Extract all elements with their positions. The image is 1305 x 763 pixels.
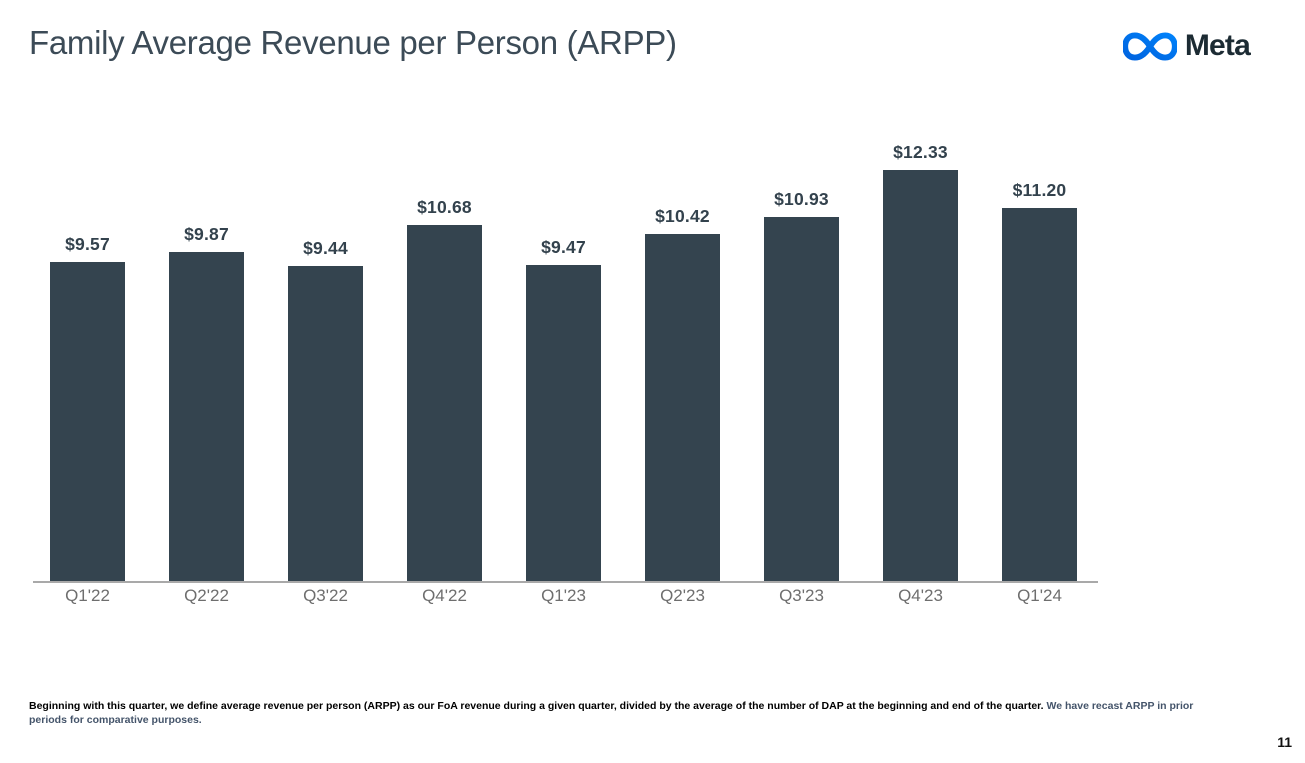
bar-group: $9.57 bbox=[50, 234, 125, 581]
x-axis-label: Q1'24 bbox=[1017, 586, 1062, 605]
bar-value-label: $9.57 bbox=[65, 234, 110, 254]
x-axis-label: Q2'23 bbox=[660, 586, 705, 605]
bar-group: $9.44 bbox=[288, 238, 363, 581]
x-axis-line bbox=[33, 581, 1098, 583]
bar-chart-bars: $9.57 $9.87 $9.44 $10.68 $9.47 $10.42 $10.93 $1… bbox=[50, 130, 1077, 581]
bar-value-label: $9.87 bbox=[184, 224, 229, 244]
meta-infinity-icon bbox=[1122, 31, 1177, 61]
x-axis-label: Q4'22 bbox=[422, 586, 467, 605]
meta-logo: Meta bbox=[1122, 29, 1251, 63]
bar-group: $12.33 bbox=[883, 142, 958, 581]
bar-group: $11.20 bbox=[1002, 180, 1077, 581]
page-title: Family Average Revenue per Person (ARPP) bbox=[29, 24, 677, 61]
bar-group: $9.47 bbox=[526, 237, 601, 581]
bar-group: $10.68 bbox=[407, 197, 482, 581]
x-axis-label: Q2'22 bbox=[184, 586, 229, 605]
bar bbox=[526, 265, 601, 581]
meta-wordmark: Meta bbox=[1184, 29, 1251, 62]
bar-value-label: $10.93 bbox=[774, 189, 829, 209]
bar bbox=[288, 266, 363, 581]
bar bbox=[1002, 208, 1077, 581]
bar-value-label: $10.68 bbox=[417, 197, 472, 217]
bar bbox=[883, 170, 958, 581]
x-axis-label: Q1'23 bbox=[541, 586, 586, 605]
x-axis-labels: Q1'22 Q2'22 Q3'22 Q4'22 Q1'23 Q2'23 Q3'23 Q4'23… bbox=[50, 586, 1077, 606]
bar bbox=[645, 234, 720, 581]
bar bbox=[764, 217, 839, 581]
bar-value-label: $9.44 bbox=[303, 238, 348, 258]
page-number: 11 bbox=[1277, 734, 1292, 750]
bar-group: $10.93 bbox=[764, 189, 839, 581]
bar-value-label: $11.20 bbox=[1012, 180, 1067, 200]
x-axis-label: Q3'22 bbox=[303, 586, 348, 605]
bar-group: $9.87 bbox=[169, 224, 244, 581]
x-axis-label: Q4'23 bbox=[898, 586, 943, 605]
bar bbox=[169, 252, 244, 581]
footnote-secondary-text: We have recast ARPP in prior periods for… bbox=[29, 700, 1194, 727]
bar bbox=[407, 225, 482, 581]
bar-value-label: $10.42 bbox=[655, 206, 710, 226]
footnote-primary-text: Beginning with this quarter, we define a… bbox=[29, 700, 1047, 712]
bar-value-label: $9.47 bbox=[541, 237, 586, 257]
bar bbox=[50, 262, 125, 581]
bar-group: $10.42 bbox=[645, 206, 720, 581]
x-axis-label: Q1'22 bbox=[65, 586, 110, 605]
footnote: Beginning with this quarter, we define a… bbox=[29, 699, 1229, 727]
bar-value-label: $12.33 bbox=[893, 142, 948, 162]
x-axis-label: Q3'23 bbox=[779, 586, 824, 605]
